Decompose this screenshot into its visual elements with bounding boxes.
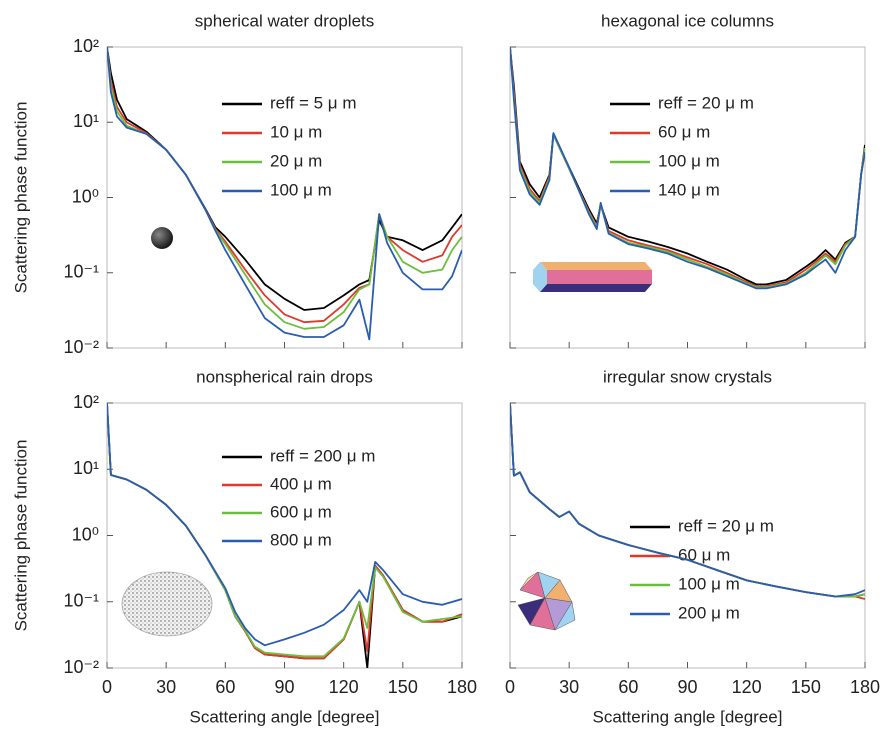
series-line xyxy=(107,47,462,341)
y-tick-label: 10¹ xyxy=(73,458,99,478)
panel: irregular snow crystals 0 30 60 90 120 150 180 S… xyxy=(505,367,880,726)
sphere-icon xyxy=(151,227,173,249)
x-axis-label: Scattering angle [degree] xyxy=(190,707,380,726)
legend-label: 10 μ m xyxy=(270,122,322,141)
series-line xyxy=(510,403,865,598)
y-tick-label: 10⁰ xyxy=(72,186,99,206)
legend-label: 200 μ m xyxy=(678,603,740,622)
x-tick-label: 120 xyxy=(732,677,762,697)
panel: hexagonal ice columns reff = 20 μ m 60 μ m… xyxy=(509,11,866,349)
series-line xyxy=(510,403,865,598)
raindrop-icon xyxy=(121,571,213,637)
axes-frame xyxy=(509,402,866,669)
x-tick-label: 120 xyxy=(329,677,359,697)
x-tick-label: 0 xyxy=(505,677,515,697)
snow-icon xyxy=(517,571,576,631)
legend-label: 60 μ m xyxy=(658,122,710,141)
y-axis-label: Scattering phase function xyxy=(11,102,30,294)
y-tick-label: 10⁻² xyxy=(63,337,99,357)
y-axis-label: Scattering phase function xyxy=(11,440,30,632)
x-tick-label: 60 xyxy=(215,677,235,697)
series-line xyxy=(107,403,462,647)
legend-label: reff = 5 μ m xyxy=(270,93,357,112)
x-tick-label: 0 xyxy=(102,677,112,697)
y-tick-label: 10⁻¹ xyxy=(63,262,99,282)
panel-title: nonspherical rain drops xyxy=(196,367,373,386)
legend-label: 100 μ m xyxy=(658,151,720,170)
x-tick-label: 180 xyxy=(447,677,477,697)
legend-label: 600 μ m xyxy=(270,502,332,521)
y-tick-label: 10⁻¹ xyxy=(63,591,99,611)
legend-label: 140 μ m xyxy=(658,180,720,199)
legend-label: 60 μ m xyxy=(678,545,730,564)
y-tick-label: 10¹ xyxy=(73,111,99,131)
y-tick-label: 10² xyxy=(73,392,99,412)
series-line xyxy=(510,403,865,598)
y-tick-label: 10² xyxy=(73,36,99,56)
y-tick-label: 10⁰ xyxy=(72,524,99,544)
panel: nonspherical rain drops 0 30 60 90 120 150 180 1… xyxy=(11,367,477,726)
panel-title: spherical water droplets xyxy=(195,11,375,30)
legend-label: 20 μ m xyxy=(270,151,322,170)
x-tick-label: 90 xyxy=(274,677,294,697)
legend-label: 400 μ m xyxy=(270,474,332,493)
panel: spherical water droplets 10² 10¹ 10⁰ 10⁻¹ 10⁻… xyxy=(11,11,463,357)
legend-label: 800 μ m xyxy=(270,530,332,549)
legend-label: reff = 20 μ m xyxy=(678,516,774,535)
x-tick-label: 30 xyxy=(156,677,176,697)
x-axis-label: Scattering angle [degree] xyxy=(593,707,783,726)
column-icon xyxy=(533,262,652,292)
series-line xyxy=(510,47,865,290)
x-tick-label: 90 xyxy=(677,677,697,697)
panel-title: hexagonal ice columns xyxy=(601,11,774,30)
series-line xyxy=(510,403,865,600)
legend-label: 100 μ m xyxy=(678,574,740,593)
x-tick-label: 180 xyxy=(850,677,880,697)
legend-label: 100 μ m xyxy=(270,180,332,199)
legend-label: reff = 200 μ m xyxy=(270,446,375,465)
legend-label: reff = 20 μ m xyxy=(658,93,754,112)
x-tick-label: 60 xyxy=(618,677,638,697)
series-line xyxy=(107,47,462,311)
panel-title: irregular snow crystals xyxy=(603,367,772,386)
x-tick-label: 30 xyxy=(559,677,579,697)
x-tick-label: 150 xyxy=(388,677,418,697)
x-tick-label: 150 xyxy=(791,677,821,697)
y-tick-label: 10⁻² xyxy=(63,657,99,677)
